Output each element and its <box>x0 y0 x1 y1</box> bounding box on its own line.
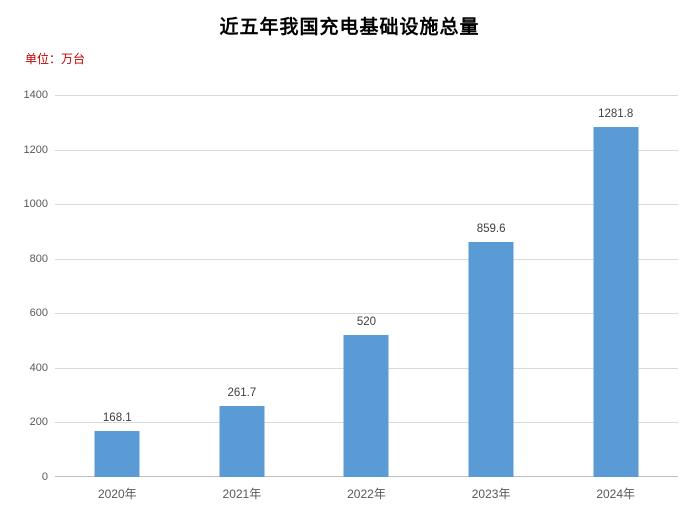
bar-value-label: 520 <box>356 316 377 329</box>
bar-slot: 261.7 2021年 <box>180 95 305 501</box>
bar-2020年 <box>94 431 140 477</box>
bar-slot: 520 2022年 <box>304 95 429 501</box>
y-axis-tick-label: 1000 <box>23 198 48 211</box>
y-axis-tick-label: 800 <box>29 252 48 265</box>
bar-value-label: 859.6 <box>476 223 506 236</box>
y-axis-tick-label: 0 <box>41 471 48 483</box>
y-axis-tick-label: 200 <box>29 416 48 429</box>
chart-title: 近五年我国充电基础设施总量 <box>219 16 480 38</box>
bar-value-label: 261.7 <box>227 386 257 399</box>
x-axis-tick-label: 2021年 <box>222 487 262 501</box>
x-axis-tick-label: 2023年 <box>471 487 511 501</box>
gridline <box>55 204 678 206</box>
y-axis-tick-label: 1400 <box>23 89 48 101</box>
bar-2021年 <box>219 405 265 477</box>
bar-slot: 168.1 2020年 <box>55 95 180 501</box>
gridline <box>55 313 678 315</box>
bar-2024年 <box>593 127 639 477</box>
gridline <box>55 95 678 96</box>
bar-value-label: 168.1 <box>102 412 132 425</box>
y-axis-tick-label: 400 <box>29 361 48 374</box>
y-axis-tick-label: 600 <box>29 307 48 320</box>
bar-slot: 1281.8 2024年 <box>553 95 678 501</box>
gridline <box>55 258 678 260</box>
x-axis-tick-label: 2022年 <box>347 487 386 501</box>
plot-area: 0 200 400 600 800 1000 1200 1400 168.1 2020年 261.7… <box>24 89 678 501</box>
x-axis-tick-label: 2024年 <box>596 487 636 501</box>
bar-2023年 <box>468 242 514 477</box>
x-axis-tick-label: 2020年 <box>97 487 137 501</box>
bar-value-label: 1281.8 <box>598 108 634 121</box>
gridline <box>55 149 678 151</box>
bar-slot: 859.6 2023年 <box>429 95 554 501</box>
y-axis-tick-label: 1200 <box>23 143 48 156</box>
bar-2022年 <box>343 335 389 477</box>
unit-label: 单位：万台 <box>25 52 86 66</box>
